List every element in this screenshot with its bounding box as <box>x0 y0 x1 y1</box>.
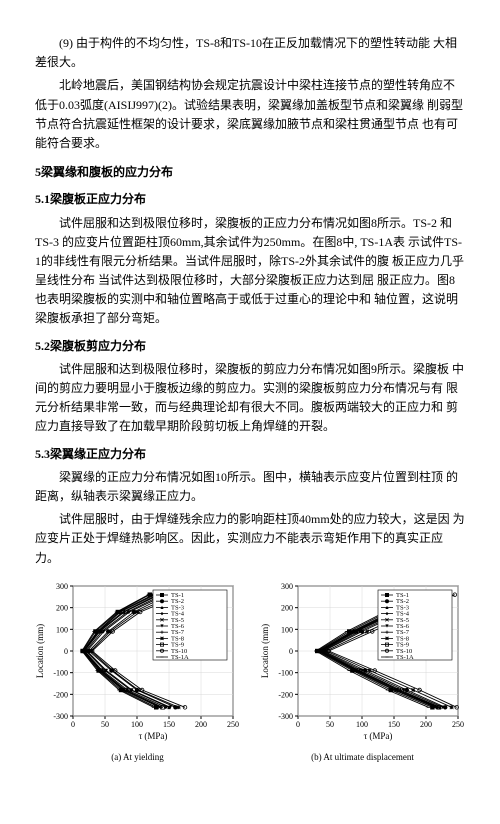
svg-text:-200: -200 <box>278 690 293 699</box>
svg-text:300: 300 <box>281 582 293 591</box>
svg-text:0: 0 <box>64 647 68 656</box>
svg-text:-300: -300 <box>278 712 293 721</box>
chart-a-col: 0 50 100 150 200 250 -300 -200 -100 0 100 200 300 τ (… <box>35 578 240 764</box>
svg-text:50: 50 <box>101 720 109 729</box>
para-beiling: 北岭地震后，美国钢结构协会规定抗震设计中梁柱连接节点的塑性转角应不 低于0.03… <box>35 76 465 153</box>
svg-text:-100: -100 <box>278 668 293 677</box>
svg-text:300: 300 <box>56 582 68 591</box>
svg-text:100: 100 <box>56 625 68 634</box>
figure-8: 0 50 100 150 200 250 -300 -200 -100 0 100 200 300 τ (… <box>35 578 465 764</box>
svg-text:100: 100 <box>131 720 143 729</box>
svg-text:TS-1A: TS-1A <box>171 654 189 661</box>
para-53b: 试件屈服时，由于焊缝残余应力的影响距柱顶40mm处的应力较大，这是因 为应变片正… <box>35 510 465 568</box>
para-52: 试件屈服和达到极限位移时，梁腹板的剪应力分布情况如图9所示。梁腹板 中间的剪应力… <box>35 360 465 437</box>
h-52: 5.2梁腹板剪应力分布 <box>35 337 465 356</box>
list-item-9: (9) 由于构件的不均匀性，TS-8和TS-10在正反加载情况下的塑性转动能 大… <box>35 34 465 72</box>
caption-b: (b) At ultimate displacement <box>311 750 414 764</box>
para-51: 试件屈服和达到极限位移时，梁腹板的正应力分布情况如图8所示。TS-2 和TS-3… <box>35 214 465 329</box>
svg-text:50: 50 <box>326 720 334 729</box>
h-51: 5.1梁腹板正应力分布 <box>35 190 465 209</box>
svg-text:200: 200 <box>281 603 293 612</box>
svg-text:0: 0 <box>296 720 300 729</box>
svg-text:τ (MPa): τ (MPa) <box>364 731 393 741</box>
svg-text:100: 100 <box>281 625 293 634</box>
h-sec5: 5梁翼缘和腹板的应力分布 <box>35 163 465 182</box>
chart-a: 0 50 100 150 200 250 -300 -200 -100 0 100 200 300 τ (… <box>35 578 240 748</box>
svg-text:100: 100 <box>356 720 368 729</box>
svg-text:200: 200 <box>56 603 68 612</box>
svg-text:0: 0 <box>71 720 75 729</box>
svg-text:250: 250 <box>227 720 239 729</box>
svg-text:-100: -100 <box>53 668 68 677</box>
svg-text:200: 200 <box>195 720 207 729</box>
svg-text:150: 150 <box>163 720 175 729</box>
svg-text:0: 0 <box>289 647 293 656</box>
chart-b: 0 50 100 150 200 250 -300 -200 -100 0 100 200 300 τ (… <box>260 578 465 748</box>
chart-b-col: 0 50 100 150 200 250 -300 -200 -100 0 100 200 300 τ (… <box>260 578 465 764</box>
svg-text:TS-1A: TS-1A <box>396 654 414 661</box>
h-53: 5.3梁翼缘正应力分布 <box>35 445 465 464</box>
para-53a: 梁翼缘的正应力分布情况如图10所示。图中，横轴表示应变片位置到柱顶 的距离，纵轴… <box>35 468 465 506</box>
caption-a: (a) At yielding <box>111 750 164 764</box>
svg-text:Location (mm): Location (mm) <box>260 624 270 678</box>
svg-text:200: 200 <box>420 720 432 729</box>
svg-text:τ (MPa): τ (MPa) <box>139 731 168 741</box>
svg-text:-300: -300 <box>53 712 68 721</box>
svg-text:Location (mm): Location (mm) <box>35 624 45 678</box>
svg-text:250: 250 <box>452 720 464 729</box>
svg-text:150: 150 <box>388 720 400 729</box>
svg-text:-200: -200 <box>53 690 68 699</box>
